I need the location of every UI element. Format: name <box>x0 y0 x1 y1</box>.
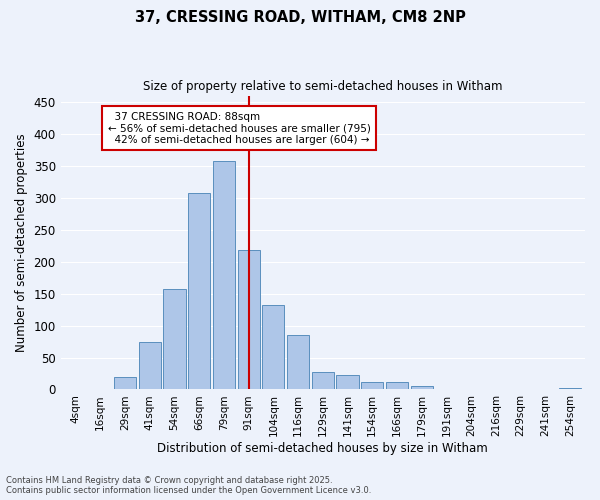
Bar <box>410 386 433 390</box>
Bar <box>238 250 260 390</box>
Bar <box>262 305 284 390</box>
Bar <box>386 382 408 390</box>
Bar <box>188 192 210 390</box>
Bar <box>312 372 334 390</box>
Text: Contains HM Land Registry data © Crown copyright and database right 2025.
Contai: Contains HM Land Registry data © Crown c… <box>6 476 371 495</box>
Text: 37, CRESSING ROAD, WITHAM, CM8 2NP: 37, CRESSING ROAD, WITHAM, CM8 2NP <box>134 10 466 25</box>
Y-axis label: Number of semi-detached properties: Number of semi-detached properties <box>15 133 28 352</box>
X-axis label: Distribution of semi-detached houses by size in Witham: Distribution of semi-detached houses by … <box>157 442 488 455</box>
Bar <box>559 388 581 390</box>
Text: 37 CRESSING ROAD: 88sqm
← 56% of semi-detached houses are smaller (795)
  42% of: 37 CRESSING ROAD: 88sqm ← 56% of semi-de… <box>107 112 371 144</box>
Bar <box>287 335 309 390</box>
Bar <box>114 376 136 390</box>
Bar <box>163 289 185 390</box>
Bar <box>139 342 161 390</box>
Title: Size of property relative to semi-detached houses in Witham: Size of property relative to semi-detach… <box>143 80 503 93</box>
Bar <box>213 160 235 390</box>
Bar <box>361 382 383 390</box>
Bar <box>337 376 359 390</box>
